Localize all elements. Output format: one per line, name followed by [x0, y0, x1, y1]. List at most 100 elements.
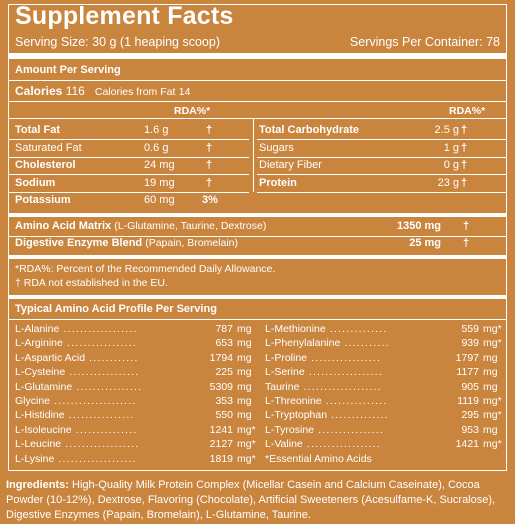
amino-name: L-Threonine ...............	[265, 396, 388, 407]
nutrient-rda: †	[206, 124, 213, 136]
amino-unit: mg*	[483, 409, 502, 422]
blend-detail: (L-Glutamine, Taurine, Dextrose)	[114, 220, 267, 232]
leader-dots: ...................	[54, 452, 137, 465]
nutrient-amount: 24 mg	[144, 159, 175, 171]
amino-value: 905	[461, 380, 479, 393]
rda-header-left: RDA%*	[174, 105, 211, 117]
amino-unit: mg	[483, 423, 498, 436]
serving-size: Serving Size: 30 g (1 heaping scoop)	[15, 35, 220, 49]
rda-header-right: RDA%*	[449, 105, 486, 117]
amino-unit: mg*	[237, 438, 256, 451]
leader-dots: ................	[64, 409, 135, 422]
amino-value: 653	[215, 337, 233, 350]
leader-dots: ..................	[302, 438, 381, 451]
amino-unit: mg	[483, 366, 498, 379]
leader-dots: ....................	[50, 395, 137, 407]
row-divider	[257, 174, 506, 175]
nutrient-amount: 1.6 g	[144, 124, 169, 136]
amino-name: Glycine ....................	[15, 396, 136, 407]
amino-value: 2127	[209, 438, 233, 451]
amino-name: L-Methionine ..............	[265, 324, 387, 335]
blend-row: Digestive Enzyme Blend (Papain, Bromelai…	[15, 238, 238, 249]
amino-value: 1794	[209, 351, 233, 364]
calories-row: Calories 116 Calories from Fat 14	[15, 85, 190, 98]
amino-unit: mg*	[483, 438, 502, 451]
amino-label: L-Valine	[265, 438, 303, 451]
thick-divider	[9, 53, 506, 59]
leader-dots: ..................	[61, 438, 140, 451]
amino-unit: mg	[237, 380, 252, 393]
nutrient-name: Dietary Fiber	[259, 159, 322, 171]
amino-unit: mg*	[237, 423, 256, 436]
calories-value: 116	[65, 84, 85, 98]
amino-name: L-Arginine .................	[15, 338, 137, 349]
amino-unit: mg	[483, 351, 498, 364]
thick-divider	[9, 213, 506, 217]
blend-row: Amino Acid Matrix (L-Glutamine, Taurine,…	[15, 221, 266, 232]
ingredients: Ingredients: High-Quality Milk Protein C…	[6, 478, 510, 523]
nutrient-amount: 23 g	[437, 177, 459, 189]
leader-dots: ..............	[325, 323, 388, 335]
leader-dots: ................	[72, 380, 143, 393]
amino-unit: mg	[237, 323, 252, 335]
amino-value: 550	[215, 409, 233, 422]
amino-unit: mg	[483, 380, 498, 393]
amino-value: 1421	[455, 438, 479, 451]
amino-value: 559	[461, 323, 479, 335]
amino-unit: mg*	[483, 395, 502, 407]
amino-unit: mg	[237, 351, 252, 364]
footnote-not-established: † RDA not established in the EU.	[15, 277, 168, 289]
divider	[9, 101, 506, 102]
divider	[9, 118, 506, 119]
thick-divider	[9, 295, 506, 299]
amino-value: 787	[215, 323, 233, 335]
amino-name: L-Leucine ..................	[15, 439, 139, 450]
nutrient-name: Sugars	[259, 142, 294, 154]
nutrient-name: Potassium	[15, 194, 71, 206]
blend-name: Digestive Enzyme Blend	[15, 237, 143, 249]
thick-divider	[9, 255, 506, 259]
row-divider	[9, 139, 249, 140]
leader-dots: ...............	[71, 423, 138, 436]
leader-dots: ..................	[59, 323, 138, 335]
leader-dots: .................	[65, 366, 140, 379]
footnote-rda: *RDA%: Percent of the Recommended Daily …	[15, 263, 276, 275]
nutrient-rda: †	[206, 142, 213, 154]
amino-label: L-Aspartic Acid	[15, 351, 86, 364]
row-divider	[9, 236, 506, 237]
amino-label: L-Threonine	[265, 395, 322, 407]
leader-dots: ...............	[321, 395, 388, 407]
nutrient-name: Total Fat	[15, 124, 61, 136]
blend-rda: †	[463, 220, 470, 232]
amino-label: L-Phenylalanine	[265, 337, 341, 350]
servings-per-container: Servings Per Container: 78	[349, 35, 500, 49]
amino-name: L-Tyrosine ................	[265, 425, 384, 436]
nutrient-rda: †	[461, 177, 468, 189]
nutrient-name: Saturated Fat	[15, 142, 82, 154]
amino-label: L-Histidine	[15, 409, 65, 422]
calories-fat-label: Calories from Fat	[94, 86, 176, 98]
amino-label: L-Tryptophan	[265, 409, 328, 422]
calories-label: Calories	[15, 84, 63, 98]
amino-unit: mg*	[483, 337, 502, 350]
amino-value: 1241	[209, 423, 233, 436]
essential-note: *Essential Amino Acids	[265, 453, 372, 465]
amino-name: L-Tryptophan ..............	[265, 410, 389, 421]
nutrient-rda: †	[461, 124, 468, 136]
amino-value: 953	[461, 423, 479, 436]
amino-label: L-Lysine	[15, 452, 55, 465]
amino-label: L-Cysteine	[15, 366, 66, 379]
amino-value: 939	[461, 337, 479, 350]
blend-name: Amino Acid Matrix	[15, 220, 112, 232]
amino-unit: mg	[237, 366, 252, 379]
amino-label: Glycine	[15, 395, 51, 407]
leader-dots: ............	[85, 351, 139, 364]
leader-dots: ...........	[340, 337, 390, 350]
amino-unit: mg	[237, 395, 252, 407]
nutrient-rda: †	[461, 159, 468, 171]
amount-per-serving: Amount Per Serving	[15, 64, 121, 76]
amino-name: Taurine ...................	[265, 381, 382, 393]
nutrient-name: Sodium	[15, 177, 56, 189]
amino-value: 225	[215, 366, 233, 379]
amino-name: L-Serine ..................	[265, 367, 383, 378]
